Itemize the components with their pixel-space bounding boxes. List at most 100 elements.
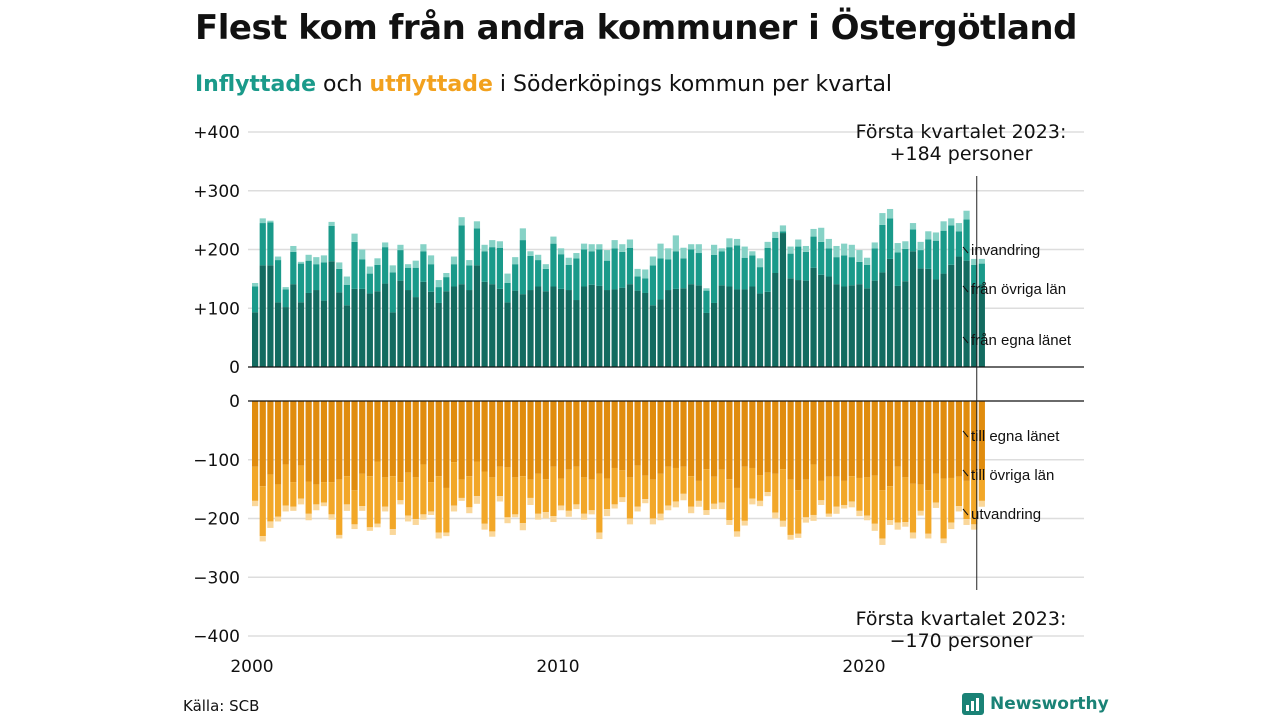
outflow-bar-segment <box>504 517 511 524</box>
inflow-bar-segment <box>458 225 465 285</box>
inflow-bar-segment <box>297 302 305 367</box>
outflow-bar-segment <box>519 523 526 531</box>
inflow-bar-segment <box>619 287 626 367</box>
inflow-bar-segment <box>764 247 771 292</box>
inflow-bar-segment <box>695 253 702 286</box>
inflow-bar-segment <box>963 260 970 367</box>
inflow-bar-segment <box>688 244 695 250</box>
outflow-bar-segment <box>802 401 809 480</box>
outflow-bar-segment <box>550 466 557 517</box>
inflow-bar-segment <box>711 244 718 255</box>
outflow-bar-segment <box>856 401 863 478</box>
outflow-bar-segment <box>603 478 611 510</box>
inflow-bar-segment <box>359 259 366 289</box>
inflow-bar-segment <box>359 249 366 260</box>
inflow-tick-label: 0 <box>229 358 240 378</box>
series-label-leader <box>962 430 969 438</box>
outflow-bar-segment <box>818 401 825 481</box>
inflow-bar-segment <box>810 236 817 268</box>
inflow-bar-segment <box>252 282 259 287</box>
inflow-bar-segment <box>603 250 611 261</box>
inflow-bar-segment <box>963 219 970 261</box>
x-tick-label: 2020 <box>842 657 885 677</box>
outflow-bar-segment <box>405 401 412 473</box>
outflow-bar-segment <box>649 401 656 480</box>
outflow-bar-segment <box>680 401 687 467</box>
inflow-bar-segment <box>435 287 442 303</box>
outflow-bar-segment <box>818 480 825 501</box>
inflow-bar-segment <box>611 289 618 367</box>
outflow-bar-segment <box>252 500 259 507</box>
outflow-bar-segment <box>909 401 917 484</box>
outflow-bar-segment <box>802 517 809 523</box>
inflow-bar-segment <box>343 276 350 285</box>
inflow-bar-segment <box>688 249 695 285</box>
inflow-bar-segment <box>320 262 328 301</box>
outflow-bar-segment <box>450 401 458 463</box>
outflow-bar-segment <box>450 505 458 512</box>
inflow-bar-segment <box>351 233 358 242</box>
inflow-bar-segment <box>948 218 955 226</box>
outflow-bar-segment <box>963 480 970 520</box>
inflow-bar-segment <box>535 254 542 261</box>
outflow-bar-segment <box>259 536 266 542</box>
inflow-bar-segment <box>558 248 565 255</box>
outflow-bar-segment <box>596 401 603 474</box>
inflow-bar-segment <box>695 244 702 254</box>
inflow-bar-segment <box>305 292 312 367</box>
inflow-bar-segment <box>833 257 840 285</box>
outflow-bar-segment <box>305 401 312 482</box>
inflow-tick-label: +300 <box>193 182 240 202</box>
series-label-leader <box>962 285 969 293</box>
outflow-bar-segment <box>909 483 917 533</box>
inflow-bar-segment <box>359 288 366 367</box>
inflow-bar-segment <box>703 312 710 367</box>
outflow-series-label: till övriga län <box>971 467 1054 484</box>
inflow-bar-segment <box>435 302 442 367</box>
outflow-bar-segment <box>810 464 817 515</box>
inflow-bar-segment <box>688 284 695 367</box>
subtitle-outflow-label: utflyttade <box>369 72 493 97</box>
outflow-bar-segment <box>320 401 328 483</box>
inflow-bar-segment <box>871 248 878 281</box>
inflow-bar-segment <box>864 257 871 265</box>
inflow-bar-segment <box>573 258 580 301</box>
inflow-bar-segment <box>665 290 672 367</box>
outflow-bar-segment <box>343 476 350 505</box>
inflow-bar-segment <box>726 247 733 287</box>
inflow-bar-segment <box>841 243 848 256</box>
outflow-bar-segment <box>313 504 320 511</box>
inflow-bar-segment <box>779 231 787 234</box>
outflow-bar-segment <box>749 401 756 468</box>
inflow-bar-segment <box>450 256 458 265</box>
outflow-bar-segment <box>657 401 664 474</box>
inflow-bar-segment <box>894 285 901 367</box>
inflow-bar-segment <box>703 288 710 291</box>
inflow-bar-segment <box>336 292 343 367</box>
outflow-bar-segment <box>902 522 909 527</box>
outflow-bar-segment <box>611 401 618 468</box>
outflow-bar-segment <box>558 505 565 511</box>
outflow-bar-segment <box>657 513 664 521</box>
outflow-bar-segment <box>864 515 871 521</box>
outflow-bar-segment <box>772 512 779 519</box>
inflow-bar-segment <box>871 280 878 367</box>
inflow-bar-segment <box>764 291 771 367</box>
inflow-bar-segment <box>695 285 702 367</box>
outflow-bar-segment <box>779 469 787 521</box>
inflow-bar-segment <box>596 249 603 286</box>
outflow-bar-segment <box>412 519 419 525</box>
outflow-bar-segment <box>267 521 274 528</box>
inflow-bar-segment <box>290 284 297 367</box>
inflow-bar-segment <box>328 221 335 226</box>
inflow-bar-segment <box>810 228 817 237</box>
inflow-bar-segment <box>504 302 511 367</box>
inflow-bar-segment <box>573 253 580 259</box>
inflow-bar-segment <box>374 258 381 265</box>
outflow-bar-segment <box>833 506 840 514</box>
outflow-bar-segment <box>864 401 871 478</box>
outflow-tick-label: −300 <box>193 568 240 588</box>
outflow-bar-segment <box>772 473 779 513</box>
outflow-bar-segment <box>259 401 266 487</box>
outflow-bar-segment <box>619 470 626 498</box>
